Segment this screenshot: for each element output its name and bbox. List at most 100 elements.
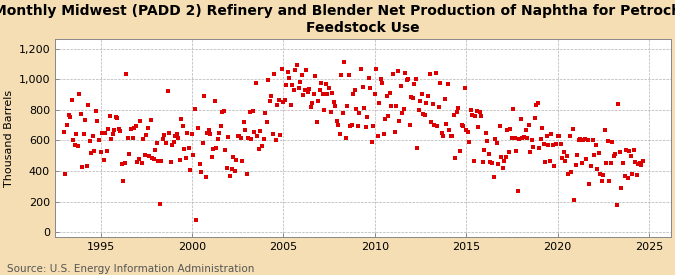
Point — [537, 126, 547, 130]
Point — [380, 117, 391, 121]
Point — [459, 86, 470, 90]
Point — [215, 124, 226, 129]
Point — [198, 93, 209, 98]
Point — [381, 94, 392, 98]
Point — [124, 152, 135, 156]
Point — [86, 151, 97, 155]
Point — [622, 175, 633, 180]
Point — [329, 103, 340, 108]
Point — [188, 153, 199, 157]
Point — [433, 104, 444, 109]
Point — [367, 139, 377, 144]
Point — [601, 161, 612, 165]
Point — [76, 112, 86, 117]
Point — [298, 92, 308, 97]
Point — [613, 101, 624, 106]
Point — [595, 172, 605, 176]
Point — [441, 122, 452, 126]
Point — [406, 95, 416, 99]
Point — [278, 99, 289, 104]
Point — [252, 134, 263, 138]
Point — [133, 157, 144, 161]
Point — [545, 158, 556, 163]
Point — [576, 161, 587, 166]
Point — [599, 128, 610, 132]
Point — [340, 136, 351, 141]
Point — [275, 133, 286, 137]
Point — [168, 139, 179, 144]
Point — [605, 160, 616, 165]
Point — [200, 174, 211, 179]
Point — [444, 128, 455, 133]
Point — [304, 86, 315, 91]
Point — [129, 125, 140, 130]
Point — [421, 101, 432, 106]
Point — [531, 102, 541, 107]
Point — [495, 155, 506, 159]
Point — [383, 114, 394, 118]
Point — [270, 138, 281, 142]
Point — [350, 88, 360, 93]
Point — [369, 92, 380, 96]
Point — [528, 145, 539, 149]
Point — [155, 202, 165, 206]
Point — [240, 128, 250, 132]
Point — [398, 106, 409, 111]
Point — [123, 136, 134, 140]
Point — [485, 160, 496, 164]
Point — [581, 157, 592, 161]
Point — [593, 151, 604, 155]
Point — [311, 120, 322, 124]
Point — [121, 72, 132, 76]
Point — [66, 98, 77, 102]
Point — [176, 117, 187, 122]
Point — [338, 111, 348, 115]
Point — [214, 131, 225, 136]
Point — [162, 89, 173, 93]
Point — [109, 128, 119, 132]
Point — [197, 141, 208, 145]
Point — [454, 148, 465, 153]
Point — [596, 178, 607, 183]
Point — [470, 114, 481, 119]
Point — [342, 103, 353, 108]
Point — [436, 130, 447, 135]
Point — [631, 172, 642, 177]
Point — [555, 142, 566, 147]
Point — [63, 112, 74, 117]
Point — [282, 70, 293, 75]
Point — [327, 91, 338, 95]
Point — [95, 150, 106, 154]
Point — [488, 175, 499, 179]
Point — [607, 140, 618, 144]
Point — [402, 78, 412, 82]
Point — [362, 115, 373, 120]
Point — [551, 142, 562, 147]
Point — [344, 73, 354, 77]
Point — [394, 119, 404, 124]
Point — [497, 166, 508, 171]
Point — [248, 109, 259, 114]
Point — [610, 152, 621, 156]
Point — [135, 119, 146, 123]
Point — [435, 81, 446, 86]
Point — [273, 98, 284, 102]
Point — [566, 170, 576, 174]
Point — [430, 70, 441, 75]
Point — [90, 108, 101, 113]
Point — [315, 87, 325, 92]
Point — [409, 82, 420, 86]
Point — [136, 161, 147, 165]
Point — [80, 118, 90, 123]
Point — [234, 134, 244, 138]
Point — [554, 134, 564, 138]
Point — [539, 142, 549, 146]
Point — [246, 137, 256, 141]
Point — [351, 107, 362, 111]
Point — [284, 75, 295, 80]
Point — [352, 124, 363, 128]
Point — [403, 76, 414, 81]
Point — [281, 83, 292, 87]
Point — [217, 109, 227, 114]
Point — [98, 158, 109, 162]
